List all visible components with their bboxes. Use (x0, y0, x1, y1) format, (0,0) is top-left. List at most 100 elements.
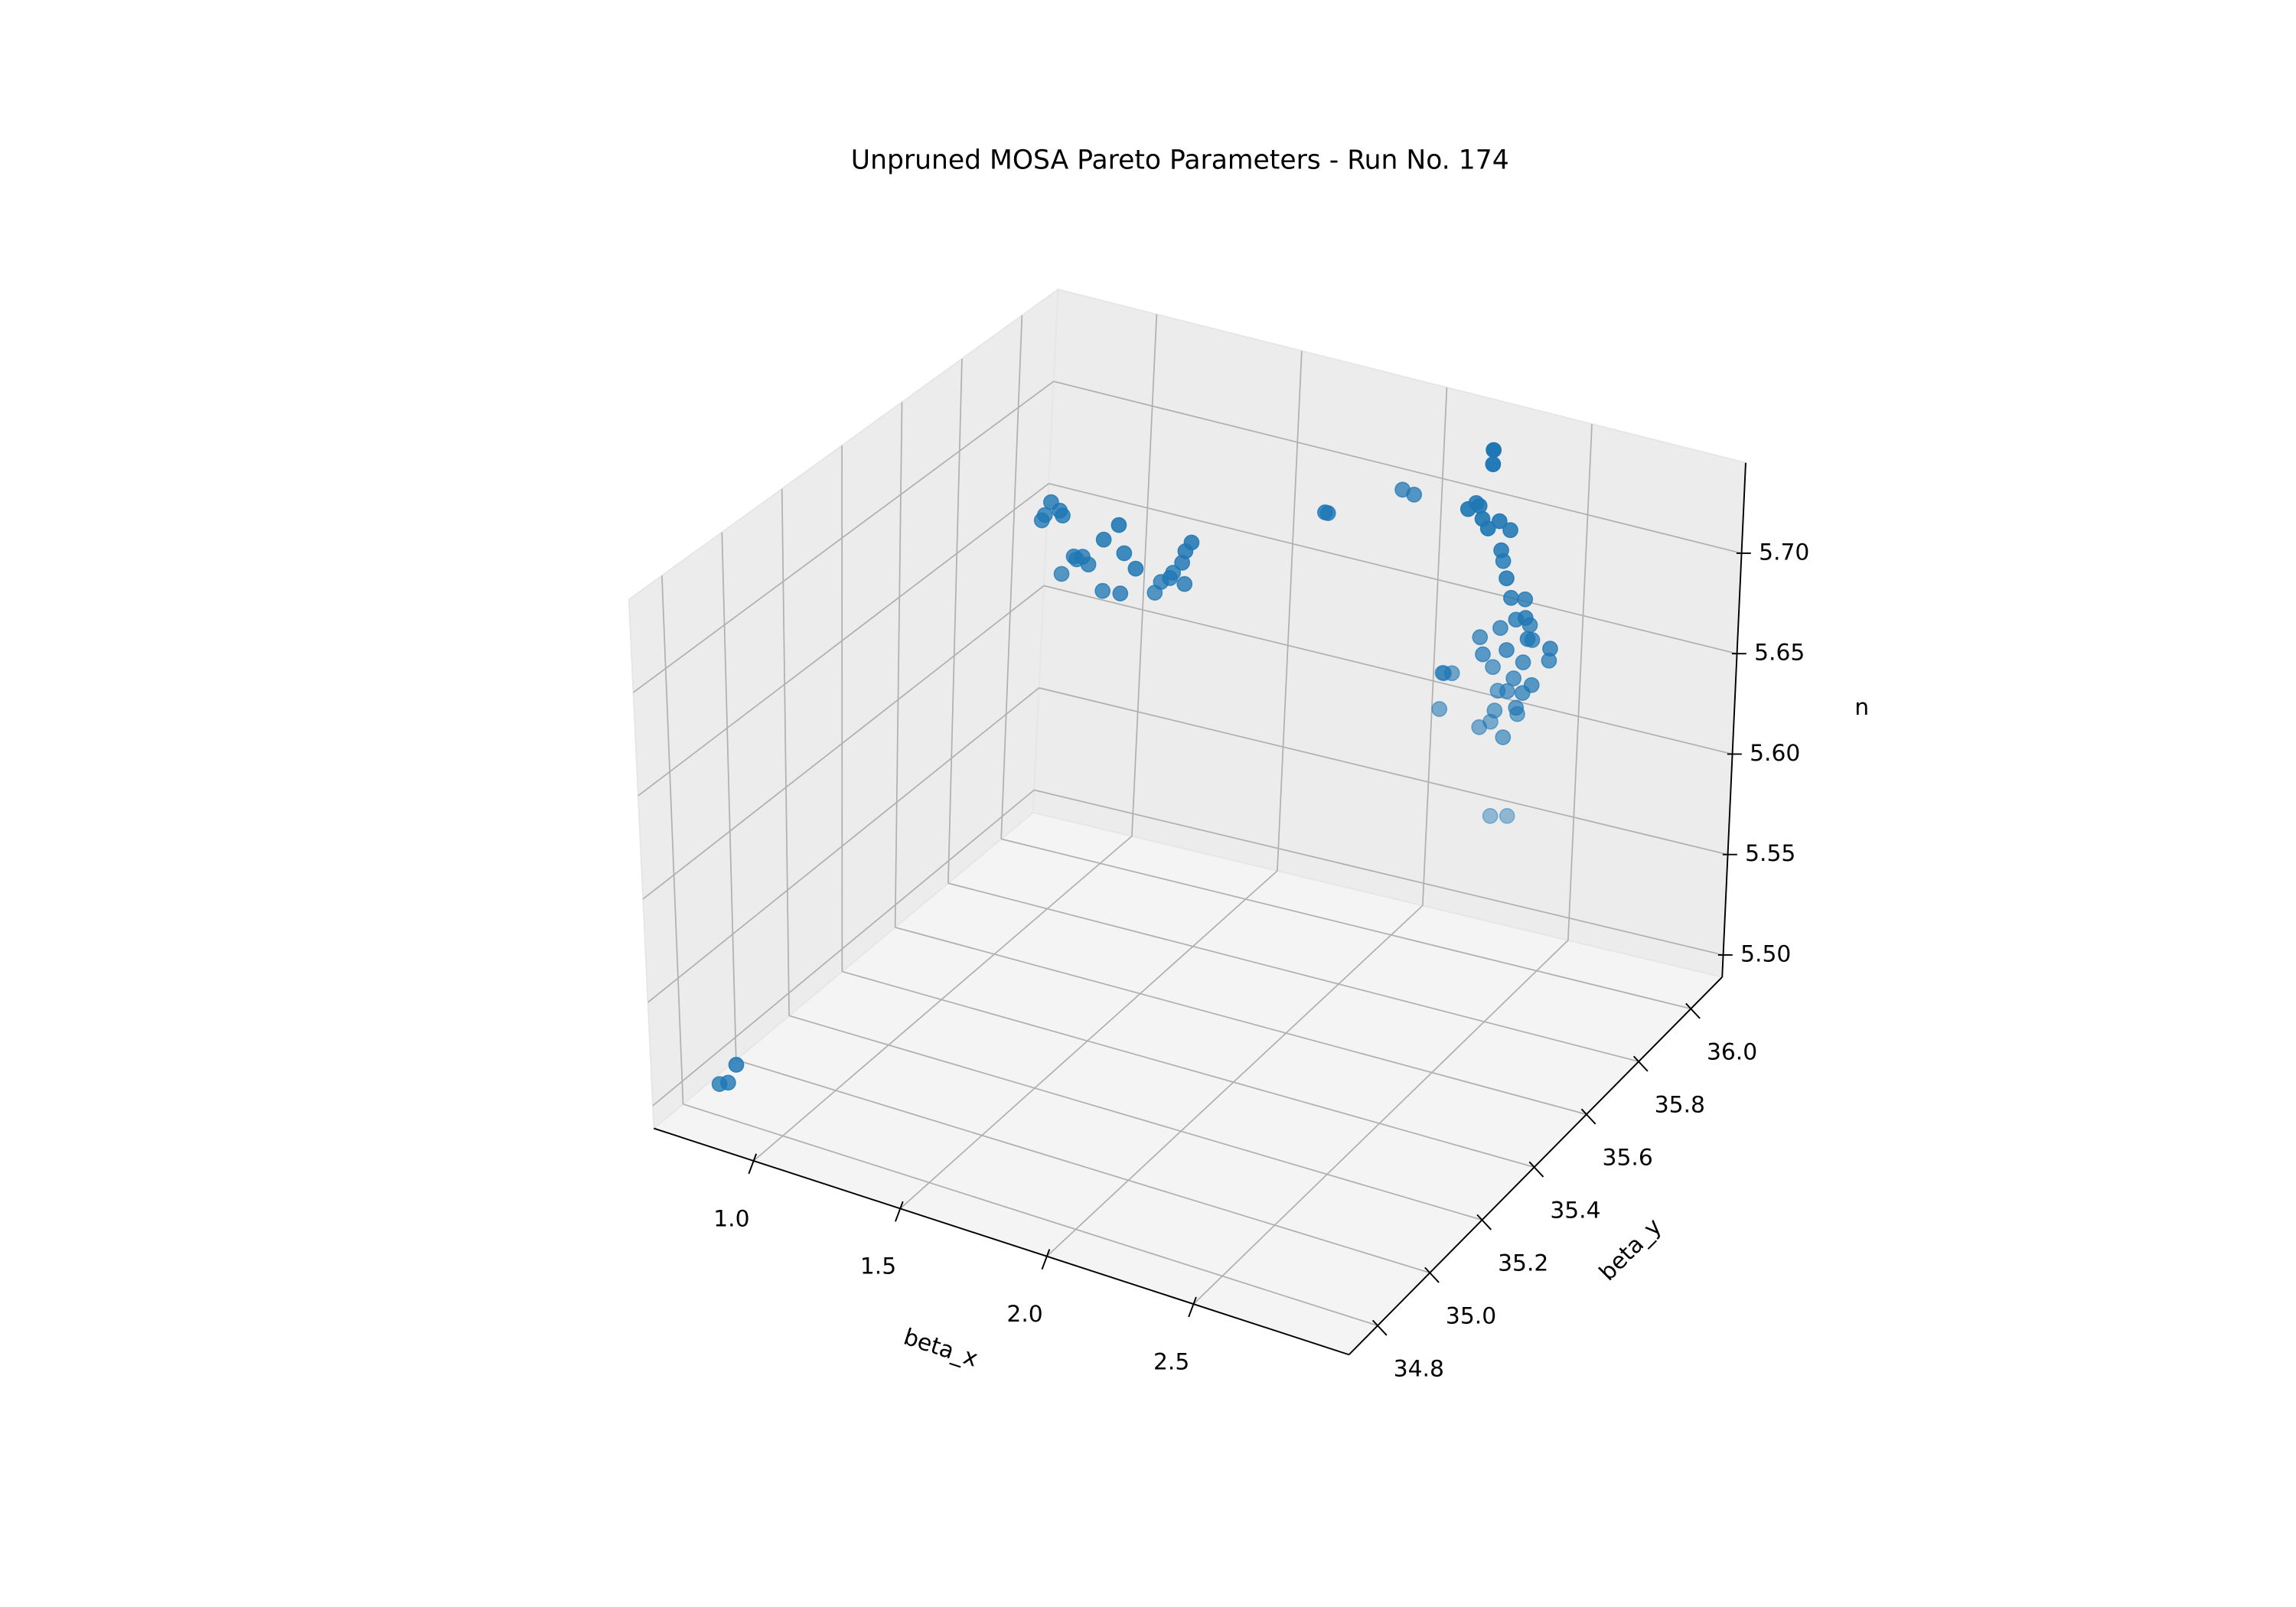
y-tick-label: 35.4 (1550, 1197, 1600, 1224)
point (1075, 549, 1091, 565)
point (1110, 517, 1127, 533)
grid-line (661, 575, 684, 1104)
point (1515, 654, 1531, 670)
tick-mark (1685, 1002, 1701, 1019)
x-tick-label: 1.5 (860, 1253, 896, 1280)
grid-line (1039, 687, 1728, 856)
y-tick-label: 35.2 (1498, 1250, 1548, 1276)
grid-line (947, 882, 1639, 1063)
grid-line (895, 927, 1587, 1116)
tick-mark (1188, 1296, 1197, 1318)
point (1479, 520, 1496, 536)
grid-line (721, 532, 737, 1061)
point (1482, 713, 1499, 730)
grid-line (753, 835, 1133, 1162)
point (1319, 505, 1336, 521)
y-tick-label: 34.8 (1394, 1355, 1444, 1382)
point (1468, 494, 1485, 511)
grid-line (899, 870, 1278, 1210)
point (720, 1074, 736, 1091)
tick-mark (1041, 1249, 1051, 1270)
point (1434, 664, 1451, 681)
grid-line (1422, 387, 1448, 906)
points (711, 442, 1558, 1092)
point (1472, 629, 1489, 646)
z-tick-label: 5.60 (1750, 740, 1800, 767)
point (1095, 531, 1112, 548)
panes (628, 288, 1746, 1356)
grid-line (1053, 380, 1742, 554)
point (1503, 589, 1519, 606)
grid-line (683, 1103, 1378, 1327)
z-tick-label: 5.55 (1745, 840, 1795, 867)
axes: 1.0 1.5 2.0 2.5 34.835.035.235.435.635.836.0… (654, 462, 1809, 1382)
grid-line (1000, 838, 1691, 1010)
point (1491, 513, 1508, 530)
point (1524, 631, 1541, 648)
tick-mark (1371, 1319, 1388, 1336)
point (1174, 555, 1190, 571)
grid-line (632, 380, 1055, 693)
z-axis-line (1721, 462, 1746, 977)
point (1112, 585, 1129, 601)
grid-line (1192, 940, 1569, 1305)
point (1489, 683, 1506, 699)
point (1406, 487, 1423, 503)
grid-line (638, 483, 1049, 797)
grid-line (1000, 315, 1023, 839)
grid-line (1277, 350, 1303, 872)
point (1541, 652, 1557, 669)
grid-line (1046, 905, 1424, 1257)
x-tick-label: 2.0 (1006, 1301, 1042, 1328)
grid (632, 314, 1742, 1327)
point (1495, 553, 1512, 569)
point (1505, 670, 1522, 686)
point (1508, 611, 1525, 628)
point (1485, 659, 1501, 675)
point (1521, 617, 1538, 634)
point (1502, 522, 1518, 539)
point (1514, 685, 1531, 701)
x-tick-label: 1.0 (713, 1205, 749, 1232)
tick-mark (1424, 1266, 1440, 1283)
grid-line (652, 789, 1035, 1107)
tick-mark (1528, 1161, 1544, 1178)
grid-line (1131, 314, 1158, 836)
x-tick-label: 2.5 (1153, 1348, 1189, 1375)
tick-mark (1632, 1055, 1649, 1072)
grid-line (947, 358, 963, 884)
point (1492, 620, 1508, 636)
grid-line (735, 1059, 1430, 1274)
y-tick-label: 35.0 (1446, 1302, 1496, 1329)
point (1153, 574, 1169, 590)
point (1509, 706, 1525, 722)
grid-line (781, 488, 790, 1016)
point (728, 1057, 745, 1073)
tick-mark (1580, 1108, 1596, 1125)
point (1486, 442, 1502, 458)
grid-line (788, 1015, 1482, 1221)
tick-mark (1476, 1214, 1492, 1231)
point (1053, 566, 1070, 582)
grid-line (1567, 424, 1593, 940)
tick-mark (895, 1201, 904, 1222)
x-axis-line (654, 1127, 1349, 1356)
chart-title: Unpruned MOSA Pareto Parameters - Run No… (851, 145, 1509, 176)
z-tick-label: 5.50 (1740, 940, 1791, 967)
point (1176, 575, 1193, 592)
point (1499, 642, 1515, 658)
point (1127, 560, 1144, 577)
point (1499, 807, 1515, 824)
point (1517, 591, 1534, 608)
point (1495, 729, 1512, 745)
y-tick-label: 36.0 (1707, 1038, 1757, 1065)
y-axis-line (1348, 976, 1723, 1355)
point (1482, 807, 1499, 824)
grid-line (1033, 789, 1724, 956)
z-tick-label: 5.65 (1754, 640, 1805, 667)
point (1165, 565, 1182, 581)
point (1499, 570, 1515, 587)
point (1036, 507, 1053, 523)
